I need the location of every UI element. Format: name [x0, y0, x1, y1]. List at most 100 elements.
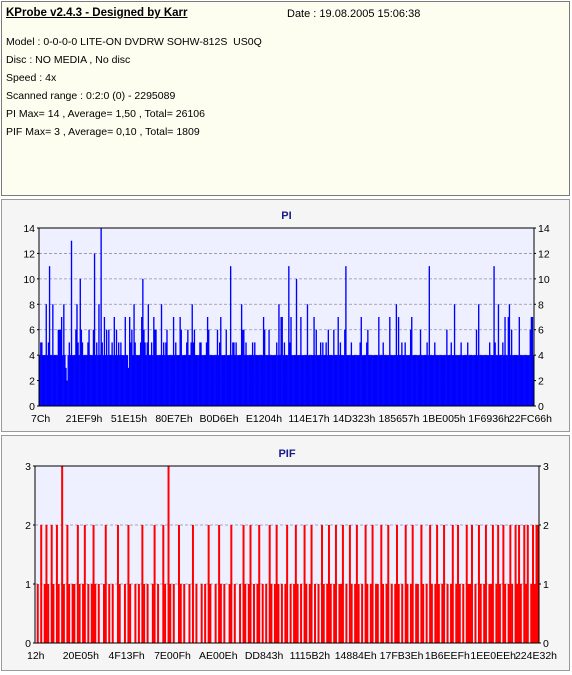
- pi-bar: [523, 355, 525, 406]
- pif-xtick: AE00Eh: [199, 650, 238, 662]
- pif-bar: [277, 584, 280, 643]
- pif-bar: [244, 584, 247, 643]
- pi-bar: [199, 342, 201, 406]
- pi-bar: [310, 355, 312, 406]
- pi-bar: [164, 355, 166, 406]
- pi-ytick-right: 10: [538, 274, 550, 286]
- pi-bar: [525, 355, 527, 406]
- pi-bar: [425, 355, 427, 406]
- pi-bar: [259, 355, 261, 406]
- pi-bar: [460, 342, 462, 406]
- pi-bar: [350, 342, 353, 406]
- pi-bar: [225, 329, 227, 406]
- pif-bar: [92, 525, 95, 643]
- pi-xtick: B0D6Eh: [199, 413, 238, 425]
- pi-bar: [220, 317, 222, 406]
- pi-bar: [239, 355, 242, 406]
- pi-bar: [474, 355, 477, 406]
- pif-bar: [340, 584, 343, 643]
- pi-bar: [57, 329, 60, 406]
- pi-bar: [393, 355, 395, 406]
- pi-bar: [323, 355, 325, 406]
- pif-bar: [443, 525, 446, 643]
- pi-bar: [55, 355, 57, 406]
- pif-bar: [97, 584, 100, 643]
- pif-xtick: 17FB3Eh: [380, 650, 424, 662]
- pi-bar: [195, 355, 198, 406]
- pif-bar: [116, 525, 119, 643]
- pi-bar: [111, 342, 113, 406]
- pif-bar: [526, 525, 529, 643]
- pi-bar: [467, 342, 469, 406]
- pi-bar: [174, 355, 176, 406]
- pi-bar: [306, 304, 309, 406]
- pi-ytick-right: 12: [538, 248, 550, 260]
- pi-bar: [134, 342, 136, 406]
- pi-bar: [262, 317, 265, 406]
- pif-bar: [465, 525, 468, 643]
- pi-bar: [209, 355, 211, 406]
- pif-bar: [446, 584, 449, 643]
- pi-bar: [244, 355, 246, 406]
- pi-bar: [197, 355, 199, 406]
- pi-bar: [453, 304, 456, 406]
- pi-bar: [463, 355, 466, 406]
- pi-ytick-right: 14: [538, 223, 550, 235]
- pi-bar: [442, 355, 445, 406]
- pif-bar: [137, 584, 140, 643]
- pi-bar: [336, 355, 338, 406]
- pi-bar: [204, 355, 207, 406]
- pi-xtick: 7Ch: [31, 413, 50, 425]
- pif-bar: [322, 584, 325, 643]
- pi-bar: [76, 304, 78, 406]
- pi-bar: [324, 355, 326, 406]
- pi-bar: [489, 342, 491, 406]
- pi-bar: [514, 355, 516, 406]
- pi-bar: [307, 355, 310, 406]
- pi-bar: [133, 304, 135, 406]
- pi-bar: [330, 355, 333, 406]
- pif-bar: [498, 584, 501, 643]
- pi-bar: [159, 355, 162, 406]
- pif-bar: [467, 584, 470, 643]
- pi-bar: [101, 342, 103, 406]
- pif-bar: [314, 584, 317, 643]
- pi-bar: [519, 355, 522, 406]
- pi-bar: [448, 355, 450, 406]
- pif-bar: [261, 584, 264, 643]
- pi-bar: [108, 329, 110, 406]
- pi-bar: [90, 355, 92, 406]
- pif-bar: [333, 584, 336, 643]
- pi-bar: [257, 355, 259, 406]
- pi-bar: [135, 355, 137, 406]
- pi-bar: [180, 329, 182, 406]
- pi-ytick-right: 8: [538, 299, 544, 311]
- pi-bar: [130, 342, 132, 406]
- pi-bar: [524, 355, 526, 406]
- pi-bar: [493, 266, 495, 406]
- info-panel: KProbe v2.4.3 - Designed by Karr Date : …: [1, 1, 570, 196]
- pif-bar: [61, 466, 64, 643]
- pi-bar: [80, 329, 83, 406]
- pi-bar: [312, 355, 314, 406]
- pi-bar: [412, 355, 414, 406]
- pi-bar: [212, 355, 214, 406]
- pi-bar: [456, 355, 458, 406]
- pi-bar: [48, 266, 51, 406]
- pi-bar: [465, 355, 468, 406]
- pi-bar: [322, 342, 324, 406]
- pi-bar: [459, 355, 461, 406]
- pi-bar: [370, 355, 372, 406]
- pif-bar: [219, 584, 222, 643]
- pi-bar: [217, 355, 220, 406]
- pi-bar: [290, 317, 292, 406]
- pi-bar: [284, 355, 287, 406]
- pi-bar: [208, 329, 210, 406]
- pif-bar: [167, 466, 170, 643]
- pi-bar: [469, 355, 471, 406]
- pi-bar: [328, 355, 331, 406]
- pi-bar: [85, 355, 87, 406]
- pif-bar: [40, 525, 43, 643]
- pi-bar: [396, 355, 399, 406]
- pi-summary-line: PI Max= 14 , Average= 1,50 , Total= 2610…: [6, 108, 205, 120]
